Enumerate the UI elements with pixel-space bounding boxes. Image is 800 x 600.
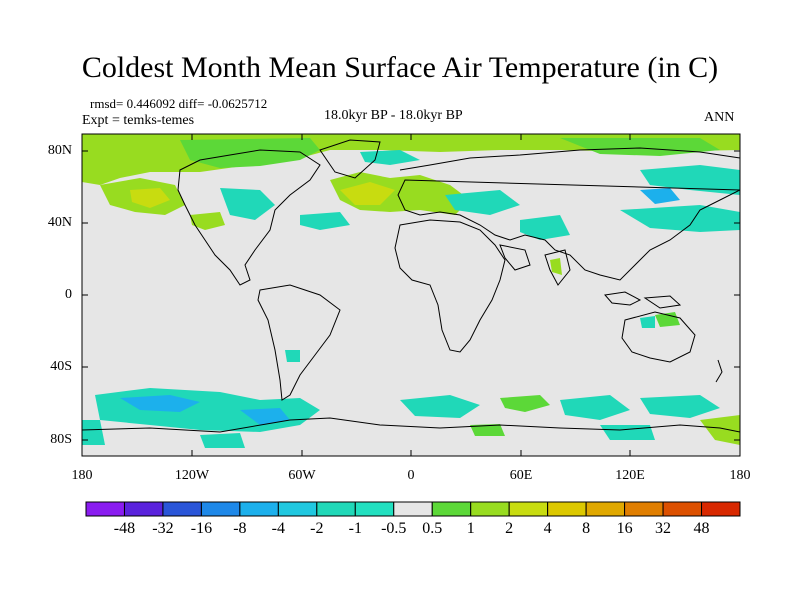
stats-text: rmsd= 0.446092 diff= -0.0625712 (90, 96, 268, 111)
colorbar-label: -16 (190, 520, 213, 537)
lon-label-120e: 120E (615, 468, 645, 483)
colorbar-box (354, 501, 395, 517)
colorbar-label: 0.5 (422, 520, 443, 537)
colorbar-box (547, 501, 587, 517)
colorbar-box (277, 501, 318, 517)
colorbar-box (662, 501, 703, 517)
lon-label-60e: 60E (509, 468, 533, 483)
colorbar-box (239, 501, 279, 517)
lon-label-60w: 60W (288, 468, 316, 483)
colorbar-label: 2 (505, 520, 514, 537)
lat-label-40n: 40N (47, 215, 72, 230)
colorbar-label: -0.5 (381, 520, 407, 537)
contour-fills (82, 134, 740, 448)
colorbar-label: -2 (310, 520, 324, 537)
colorbar-label: -8 (233, 520, 247, 537)
lat-label-80n: 80N (47, 143, 72, 158)
colorbar-box (701, 501, 741, 517)
colorbar-label: -48 (113, 520, 136, 537)
colorbar-box (123, 501, 164, 517)
lon-label-0: 0 (407, 468, 415, 483)
experiment-label: Expt = temks-temes (82, 113, 195, 128)
colorbar-box (585, 501, 626, 517)
colorbar-box (508, 501, 549, 517)
colorbar (85, 501, 741, 517)
colorbar-label: 32 (655, 520, 672, 537)
lon-label-180e: 180 (729, 468, 751, 483)
period-label: 18.0kyr BP - 18.0kyr BP (324, 108, 463, 123)
colorbar-box (162, 501, 202, 517)
colorbar-box (624, 501, 664, 517)
colorbar-box (470, 501, 510, 517)
lat-ticks (82, 150, 740, 441)
map-title: Coldest Month Mean Surface Air Temperatu… (81, 51, 719, 84)
lat-label-40s: 40S (50, 359, 72, 374)
colorbar-label: 1 (466, 520, 475, 537)
colorbar-box (431, 501, 472, 517)
colorbar-label: -1 (348, 520, 362, 537)
colorbar-label: 4 (543, 520, 552, 537)
colorbar-box (393, 501, 433, 517)
colorbar-label: 16 (616, 520, 633, 537)
colorbar-label: -32 (152, 520, 174, 537)
colorbar-label: 48 (693, 520, 710, 537)
lon-ticks (191, 134, 631, 456)
lat-label-0: 0 (65, 287, 72, 302)
season-label: ANN (704, 110, 735, 125)
lon-label-180w: 180 (71, 468, 93, 483)
colorbar-box (200, 501, 241, 517)
lon-label-120w: 120W (174, 468, 210, 483)
colorbar-label: -4 (271, 520, 286, 537)
colorbar-box (316, 501, 356, 517)
lat-label-80s: 80S (50, 432, 72, 447)
colorbar-box (85, 501, 125, 517)
coastlines (82, 139, 740, 433)
colorbar-label: 8 (582, 520, 591, 537)
